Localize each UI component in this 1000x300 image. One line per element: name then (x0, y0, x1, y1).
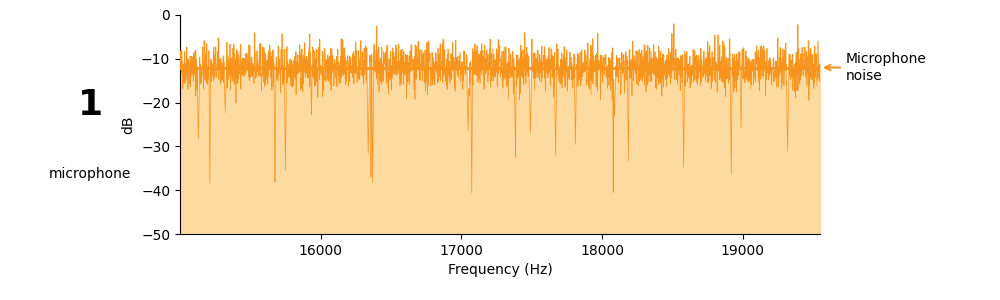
Text: Microphone
noise: Microphone noise (825, 52, 926, 83)
Text: microphone: microphone (49, 167, 131, 181)
Y-axis label: dB: dB (121, 115, 135, 134)
Text: 1: 1 (77, 88, 103, 122)
X-axis label: Frequency (Hz): Frequency (Hz) (448, 263, 552, 277)
